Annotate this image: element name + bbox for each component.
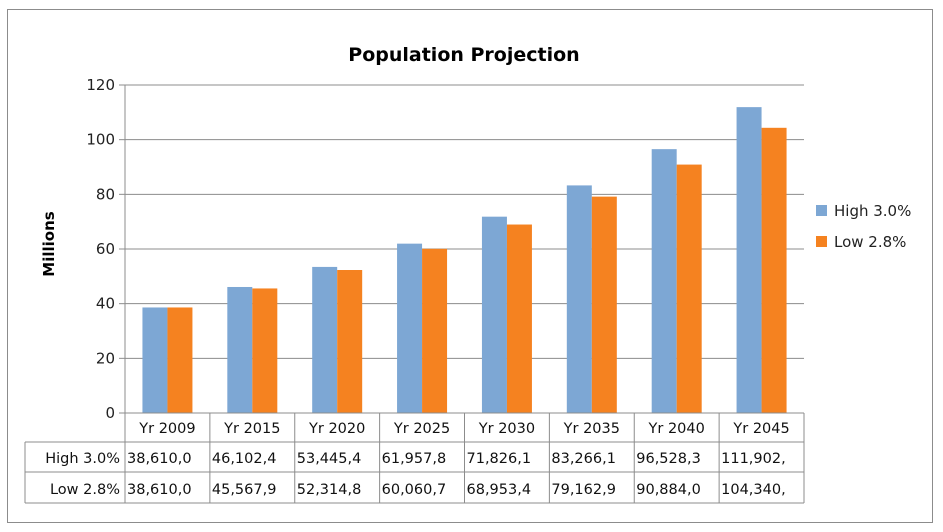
category-label: Yr 2015 — [223, 421, 280, 437]
bar-high-1 — [142, 307, 168, 413]
chart-title: Population Projection — [348, 44, 579, 66]
category-label: Yr 2035 — [563, 421, 620, 437]
table-cell: 38,610,0 — [127, 451, 192, 467]
table-cell: 96,528,3 — [636, 451, 701, 467]
category-label: Yr 2045 — [732, 421, 789, 437]
bar-high-3 — [312, 266, 338, 413]
table-cell: 79,162,9 — [551, 482, 616, 498]
bar-low-7 — [676, 164, 702, 413]
bar-low-1 — [167, 307, 193, 413]
bar-high-4 — [397, 243, 423, 413]
y-tick-label: 0 — [105, 404, 115, 422]
table-cell: 111,902, — [721, 451, 786, 467]
category-label: Yr 2040 — [648, 421, 705, 437]
y-axis-label: Millions — [40, 211, 58, 276]
bar-low-3 — [337, 270, 363, 413]
legend-swatch — [816, 205, 827, 216]
y-tick-label: 60 — [96, 240, 115, 258]
table-cell: 83,266,1 — [551, 451, 616, 467]
bar-low-2 — [252, 288, 278, 413]
axes: 0 20 40 60 80 100 120 — [86, 76, 126, 422]
category-label: Yr 2030 — [478, 421, 535, 437]
chart-frame: Population Projection Millions 0 20 40 60 80… — [7, 9, 933, 523]
bar-high-5 — [481, 216, 507, 413]
category-label: Yr 2020 — [308, 421, 365, 437]
bars — [142, 107, 787, 414]
bar-low-4 — [422, 248, 448, 413]
table-cell: 68,953,4 — [467, 482, 532, 498]
table-cell: 60,060,7 — [382, 482, 447, 498]
table-cell: 90,884,0 — [636, 482, 701, 498]
bar-high-6 — [566, 185, 592, 413]
table-cell: 45,567,9 — [212, 482, 277, 498]
y-tick-label: 80 — [96, 185, 115, 203]
legend-label: Low 2.8% — [834, 233, 906, 251]
bar-high-8 — [736, 107, 762, 414]
table-row-label: High 3.0% — [45, 451, 120, 467]
table-cell: 46,102,4 — [212, 451, 277, 467]
table-cell: 61,957,8 — [382, 451, 447, 467]
gridlines — [125, 84, 804, 359]
category-label: Yr 2009 — [138, 421, 195, 437]
legend: High 3.0% Low 2.8% — [816, 202, 911, 251]
table-row-label: Low 2.8% — [50, 482, 120, 498]
table-cell: 53,445,4 — [297, 451, 362, 467]
data-table: Yr 2009 Yr 2015 Yr 2020 Yr 2025 Yr 2030 Yr 20… — [24, 412, 805, 504]
legend-swatch — [816, 236, 827, 247]
bar-high-7 — [651, 149, 677, 413]
table-cell: 71,826,1 — [467, 451, 532, 467]
y-tick-label: 100 — [86, 131, 115, 149]
bar-low-6 — [591, 196, 617, 413]
bar-high-2 — [227, 286, 253, 413]
y-tick-label: 40 — [96, 295, 115, 313]
legend-label: High 3.0% — [834, 202, 911, 220]
table-cell: 38,610,0 — [127, 482, 192, 498]
category-label: Yr 2025 — [393, 421, 450, 437]
bar-low-8 — [761, 127, 787, 413]
table-cell: 104,340, — [721, 482, 786, 498]
y-tick-label: 20 — [96, 349, 115, 367]
chart: Population Projection Millions 0 20 40 60 80… — [24, 44, 911, 504]
bar-low-5 — [506, 224, 532, 413]
y-tick-label: 120 — [86, 76, 115, 94]
table-cell: 52,314,8 — [297, 482, 362, 498]
